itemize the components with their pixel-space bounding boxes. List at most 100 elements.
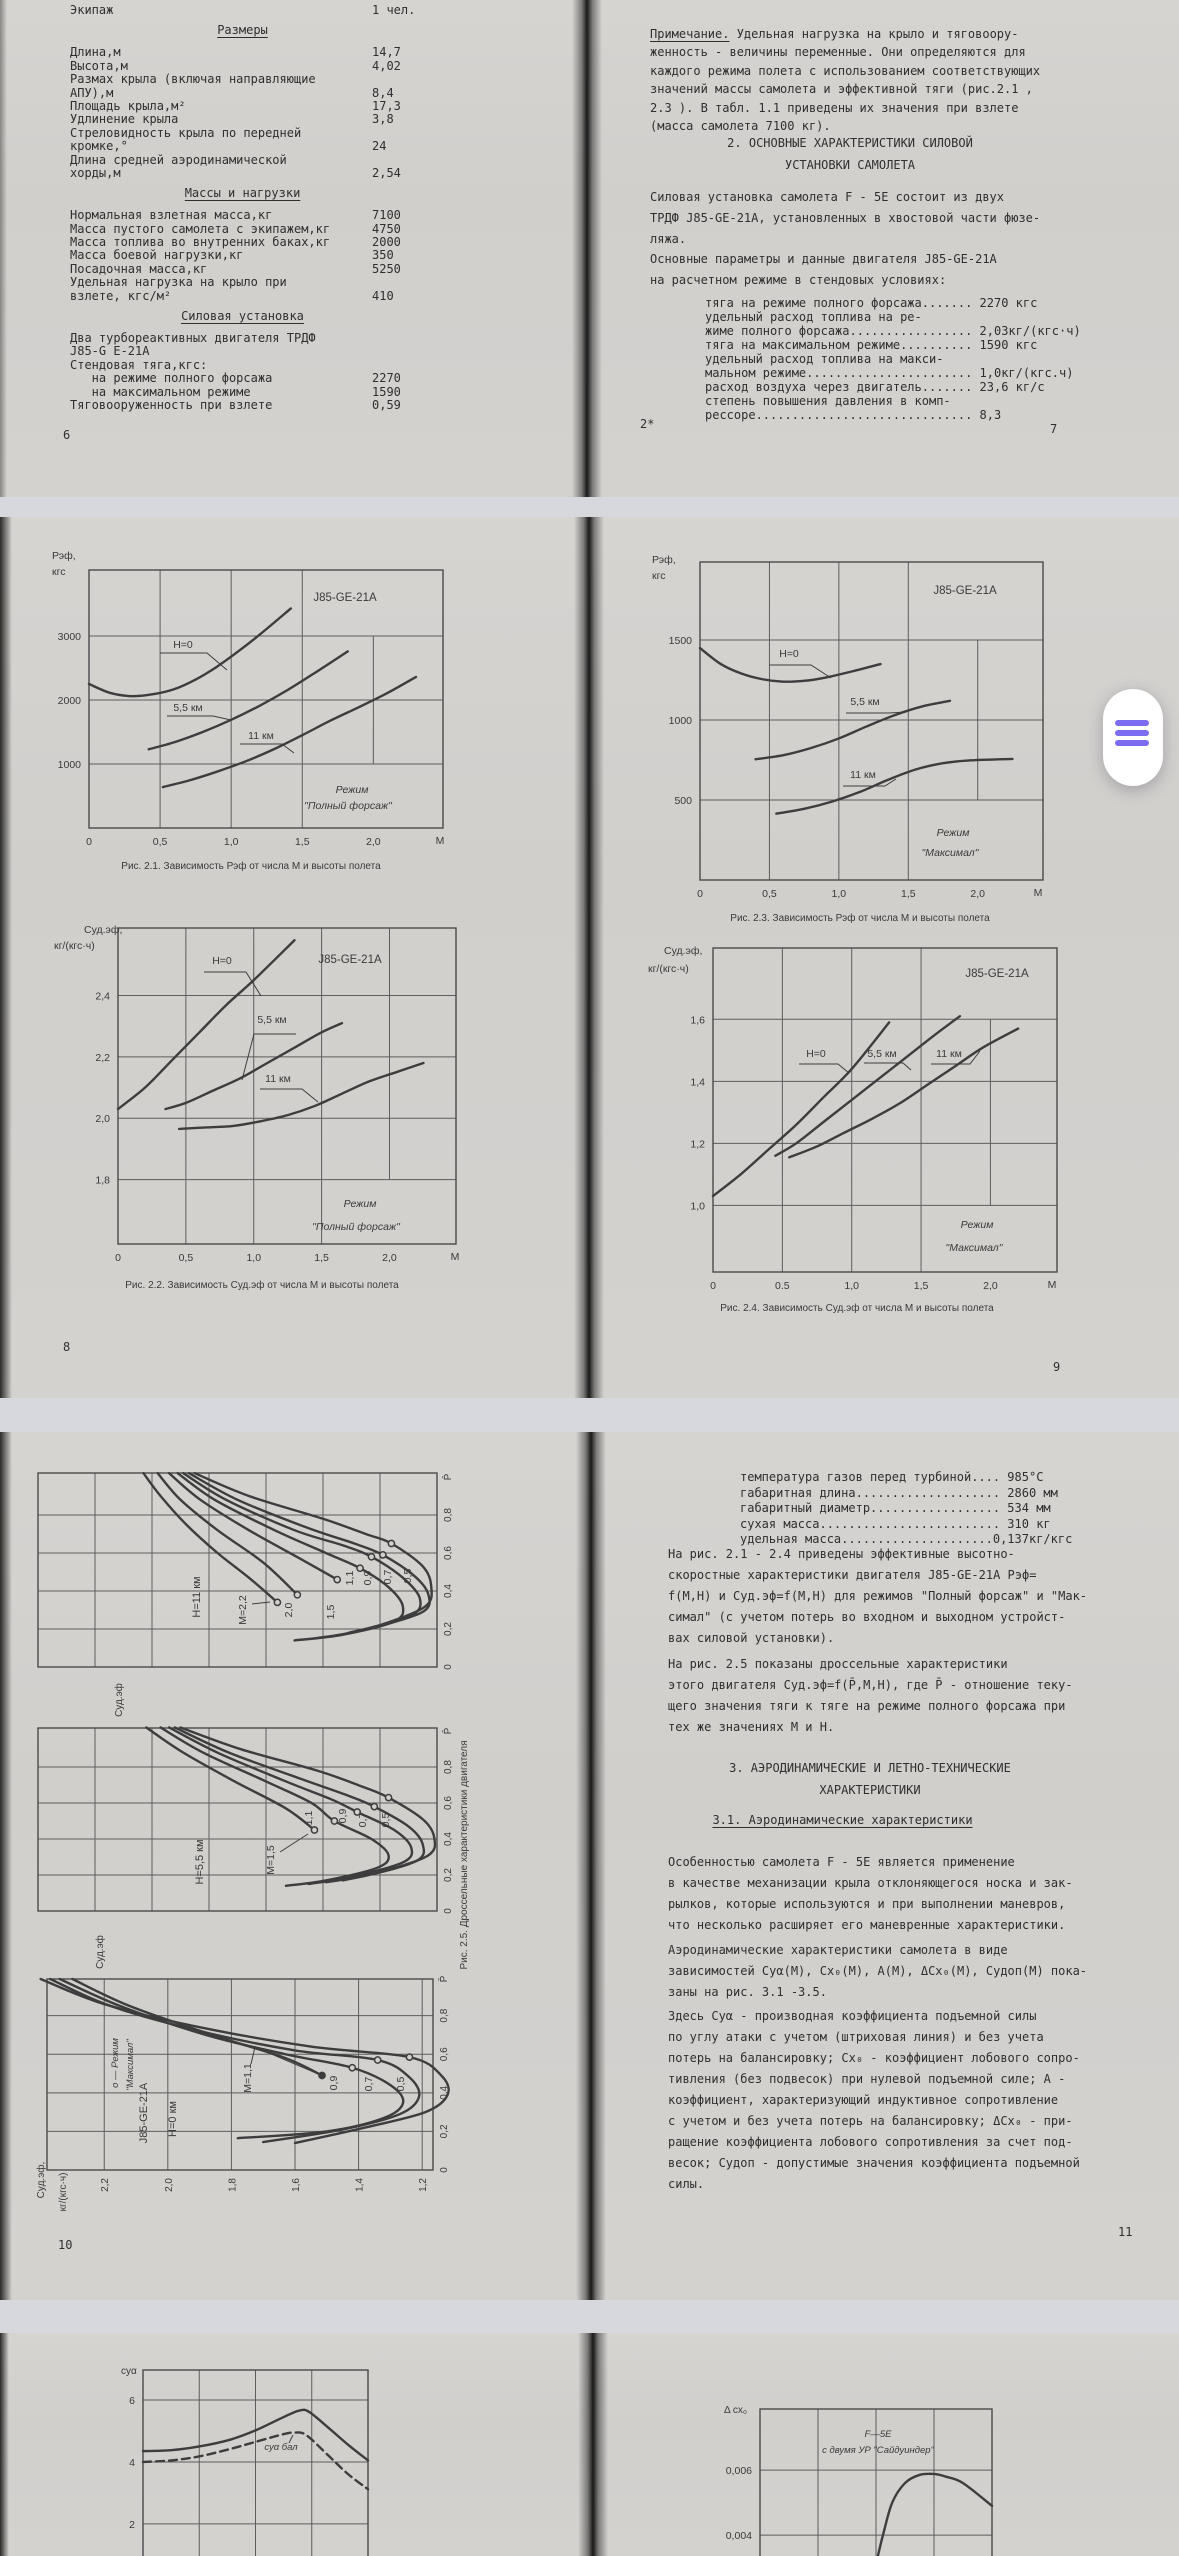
spec-label: взлете, кгс/м² bbox=[70, 288, 172, 303]
svg-text:6: 6 bbox=[129, 2395, 135, 2407]
page7-para1: Силовая установка самолета F - 5Е состои… bbox=[650, 190, 1041, 246]
svg-text:0,6: 0,6 bbox=[443, 1796, 454, 1810]
spec-row: Стендовая тяга,кгс: bbox=[70, 358, 540, 372]
svg-text:0,004: 0,004 bbox=[726, 2530, 752, 2542]
svg-text:1,8: 1,8 bbox=[95, 1175, 110, 1187]
svg-text:1,0: 1,0 bbox=[690, 1200, 705, 1212]
series-H=0 bbox=[116, 939, 296, 1111]
page-number-10: 10 bbox=[58, 2238, 73, 2252]
charts-layer-page-10: 00,20,40,60,8P̄H=11 км M=2,2 2,0 1,51,1 0,9 0… bbox=[35, 1471, 470, 2212]
page6-spec-table: Экипаж 1 чел. Размеры Длина,м 14,7 Высота,м 4,… bbox=[70, 3, 540, 412]
svg-text:Суд.эф: Суд.эф bbox=[94, 1935, 106, 1969]
spread-pages-6-7: Экипаж 1 чел. Размеры Длина,м 14,7 Высота,м 4,… bbox=[0, 0, 1179, 497]
svg-text:1000: 1000 bbox=[669, 715, 693, 727]
svg-text:H=0: H=0 bbox=[779, 648, 799, 660]
series-5,5 км bbox=[164, 1021, 344, 1111]
svg-text:0,4: 0,4 bbox=[439, 2085, 450, 2099]
spec-row: Тяговооруженность при взлете 0,59 bbox=[70, 397, 540, 412]
menu-fab-button[interactable] bbox=[1103, 689, 1163, 786]
svg-text:F—5Е: F—5Е bbox=[865, 2429, 893, 2440]
spec-section-heading-text: Силовая установка bbox=[181, 309, 304, 324]
spread-pages-10-11: 0 0,2 0,4 0,6 0,8 P̄ H=11 км M=2,2 2,0 1,5 1,1 0,9 0… bbox=[0, 1432, 1179, 2300]
svg-text:0,2: 0,2 bbox=[439, 2124, 450, 2138]
svg-text:1,0: 1,0 bbox=[844, 1280, 859, 1292]
series-M=0,5 bbox=[179, 1726, 437, 1882]
svg-text:0,2: 0,2 bbox=[443, 1622, 454, 1636]
note-body: женность - величины переменные. Они опре… bbox=[650, 45, 1041, 133]
spec-value: 1590 bbox=[372, 384, 401, 399]
svg-text:Рис. 2.2. Зависимость Суд.эф о: Рис. 2.2. Зависимость Суд.эф от числа М … bbox=[125, 1279, 399, 1291]
figure-fig31: 6 4 2 суα суα бал bbox=[121, 2366, 370, 2556]
figure-fig25b: 0 0,2 0,4 0,6 0,8 P̄ H=5,5 км M=1,5 1,1 0,9 0,7 0,5 bbox=[37, 1726, 454, 1914]
svg-text:1,6: 1,6 bbox=[690, 1014, 705, 1026]
figure-fig23: 0 0,5 1,0 1,5 2,0 500 1000 1500 Рэф, кгс J85-GE-21… bbox=[652, 554, 1044, 924]
svg-text:3000: 3000 bbox=[58, 631, 82, 643]
svg-text:0,6: 0,6 bbox=[439, 2047, 450, 2061]
svg-text:0: 0 bbox=[443, 1664, 454, 1670]
page7-para2: Основные параметры и данные двигателя J8… bbox=[650, 252, 997, 287]
page7-note: Примечание. Удельная нагрузка на крыло и… bbox=[650, 6, 1150, 154]
svg-text:0,006: 0,006 bbox=[726, 2465, 752, 2477]
spec-value: 410 bbox=[372, 288, 394, 303]
figure-fig25a: 0 0,2 0,4 0,6 0,8 P̄ H=11 км M=2,2 2,0 1,5 1,1 0,9 0… bbox=[37, 1471, 454, 1670]
page11-engine-specs: температура газов перед турбиной.... 985… bbox=[740, 1470, 1073, 1546]
svg-text:М: М bbox=[436, 835, 445, 847]
spec-row: на режиме полного форсажа 2270 bbox=[70, 371, 540, 386]
svg-text:2,0: 2,0 bbox=[970, 888, 985, 900]
page-number-6: 6 bbox=[63, 428, 71, 442]
svg-text:кг/(кгс·ч): кг/(кгс·ч) bbox=[58, 2173, 69, 2212]
spec-label: Тяговооруженность при взлете bbox=[70, 397, 273, 412]
hamburger-menu-icon bbox=[1115, 720, 1151, 755]
svg-text:1000: 1000 bbox=[58, 759, 82, 771]
spec-section-heading: Размеры bbox=[70, 23, 415, 37]
svg-text:H=0: H=0 bbox=[212, 955, 232, 967]
figure-fig24: 0 0.5 1,0 1,5 2,0 1,0 1,2 1,4 1,6 Суд.эф, кг/(кгс·… bbox=[648, 945, 1058, 1314]
series-суα бал (с учетом балансировки) bbox=[141, 2431, 370, 2491]
spec-section-heading-text: Массы и нагрузки bbox=[184, 186, 301, 201]
figure-fig32: 0,006 0,004 Δ сх₀ F—5Е с двумя УР "Сайдуинде… bbox=[724, 2405, 994, 2556]
svg-text:0: 0 bbox=[443, 1908, 454, 1914]
spec-row: Два турбореактивных двигателя ТРДФ bbox=[70, 331, 540, 345]
svg-text:H=0 км: H=0 км bbox=[167, 2101, 179, 2137]
svg-text:Рэф,: Рэф, bbox=[652, 554, 676, 566]
svg-text:H=5,5 км: H=5,5 км bbox=[194, 1839, 206, 1884]
svg-text:"Полный форсаж": "Полный форсаж" bbox=[312, 1221, 401, 1233]
spec-value: 5250 bbox=[372, 261, 401, 276]
spec-row: Длина,м 14,7 bbox=[70, 45, 540, 60]
svg-text:Суд.эф,: Суд.эф, bbox=[664, 945, 702, 957]
svg-text:0,5: 0,5 bbox=[380, 1813, 392, 1828]
page11-para3: Особенностью самолета F - 5Е является пр… bbox=[668, 1855, 1073, 1932]
svg-text:"Максимал": "Максимал" bbox=[125, 2039, 136, 2091]
svg-text:М: М bbox=[1034, 887, 1043, 899]
spec-label: J85-G Е-21А bbox=[70, 344, 150, 359]
svg-text:5,5 км: 5,5 км bbox=[850, 696, 879, 708]
svg-text:"Максимал": "Максимал" bbox=[922, 847, 980, 859]
series-5,5 км bbox=[147, 650, 349, 751]
svg-text:1,5: 1,5 bbox=[914, 1280, 929, 1292]
svg-text:0,8: 0,8 bbox=[443, 1508, 454, 1522]
spread-pages-8-9: 0 0,5 1,0 1,5 2,0 1000 2000 3000 Рэф, кгс J85-GE-2… bbox=[0, 517, 1179, 1398]
svg-text:Суд.эф,: Суд.эф, bbox=[35, 2162, 47, 2199]
spec-value: 14,7 bbox=[372, 45, 401, 60]
svg-text:H=11 км: H=11 км bbox=[191, 1576, 203, 1617]
footnote-mark: 2* bbox=[640, 417, 655, 431]
series-H=0 bbox=[711, 1021, 891, 1198]
spec-label: АПУ),м bbox=[70, 85, 114, 100]
svg-text:J85-GE-21A: J85-GE-21A bbox=[313, 592, 377, 604]
svg-text:J85-GE-21A: J85-GE-21A bbox=[138, 2082, 150, 2143]
scan-edge-shadow bbox=[0, 2333, 9, 2556]
svg-text:1,5: 1,5 bbox=[314, 1252, 329, 1264]
page-number-8: 8 bbox=[63, 1340, 71, 1354]
spec-label: Стреловидность крыла по передней bbox=[70, 125, 302, 140]
spec-row: Высота,м 4,02 bbox=[70, 58, 540, 73]
series-M=0,7 bbox=[48, 1977, 421, 2144]
spec-label: Площадь крыла,м² bbox=[70, 98, 186, 113]
spec-row: Стреловидность крыла по передней bbox=[70, 125, 540, 140]
svg-text:с двумя УР "Сайдуиндер": с двумя УР "Сайдуиндер" bbox=[822, 2445, 934, 2456]
spec-label: Высота,м bbox=[70, 58, 128, 73]
spec-value: 0,59 bbox=[372, 397, 401, 412]
svg-text:0,8: 0,8 bbox=[439, 2008, 450, 2022]
spec-value: 2270 bbox=[372, 371, 401, 386]
svg-text:M=1,1: M=1,1 bbox=[242, 2063, 254, 2093]
svg-text:0: 0 bbox=[439, 2167, 450, 2173]
